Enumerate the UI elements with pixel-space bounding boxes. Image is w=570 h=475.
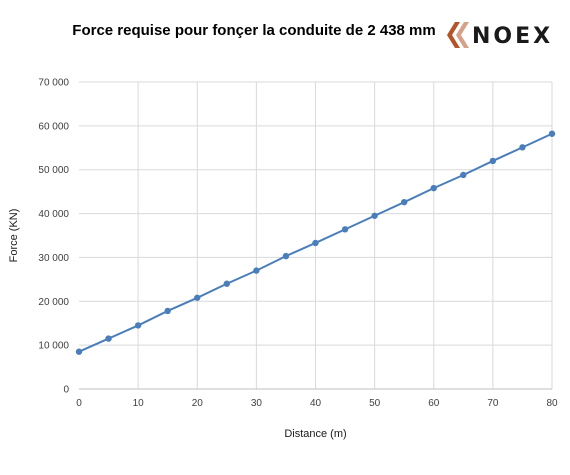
data-point <box>489 157 497 165</box>
data-point <box>194 294 201 301</box>
brand-name: NOEX <box>472 24 553 49</box>
y-axis-label: Force (KN) <box>8 209 20 263</box>
data-point <box>371 212 378 219</box>
y-tick-label: 0 <box>63 385 69 396</box>
y-tick-label: 50 000 <box>38 165 69 176</box>
y-tick-labels: 0 10 000 20 000 30 000 40 000 50 000 60 000 70 … <box>38 78 69 396</box>
x-axis-label: Distance (m) <box>284 428 346 440</box>
y-tick-label: 70 000 <box>38 78 69 89</box>
x-tick-label: 70 <box>487 398 499 409</box>
series-layer <box>75 130 556 355</box>
x-tick-label: 40 <box>310 398 322 409</box>
x-tick-label: 20 <box>192 398 204 409</box>
y-tick-label: 40 000 <box>38 209 69 220</box>
x-tick-label: 80 <box>546 398 558 409</box>
y-tick-label: 60 000 <box>38 121 69 132</box>
data-point <box>430 184 437 192</box>
data-point <box>253 267 260 274</box>
data-point <box>105 335 112 342</box>
y-tick-label: 20 000 <box>38 297 69 308</box>
data-point <box>312 239 319 247</box>
y-tick-label: 30 000 <box>38 253 69 264</box>
brand-logo: NOEX <box>447 22 553 49</box>
data-point <box>282 252 290 260</box>
gridlines <box>79 81 553 389</box>
data-point <box>341 226 349 233</box>
data-point <box>519 144 526 151</box>
noex-logo-icon <box>447 22 469 48</box>
x-tick-label: 50 <box>369 398 381 409</box>
data-point <box>548 130 556 137</box>
x-tick-label: 0 <box>76 398 82 409</box>
x-tick-labels: 0 10 20 30 40 50 60 70 80 <box>76 398 558 409</box>
data-point <box>400 198 408 206</box>
data-point <box>460 171 467 179</box>
data-point <box>164 307 171 315</box>
y-tick-label: 10 000 <box>38 341 69 352</box>
chart-title: Force requise pour fonçer la conduite de… <box>72 22 435 39</box>
x-tick-label: 10 <box>133 398 145 409</box>
data-point <box>223 280 231 287</box>
data-point <box>75 348 83 355</box>
x-tick-label: 60 <box>428 398 440 409</box>
x-tick-label: 30 <box>251 398 263 409</box>
data-point <box>134 322 142 329</box>
